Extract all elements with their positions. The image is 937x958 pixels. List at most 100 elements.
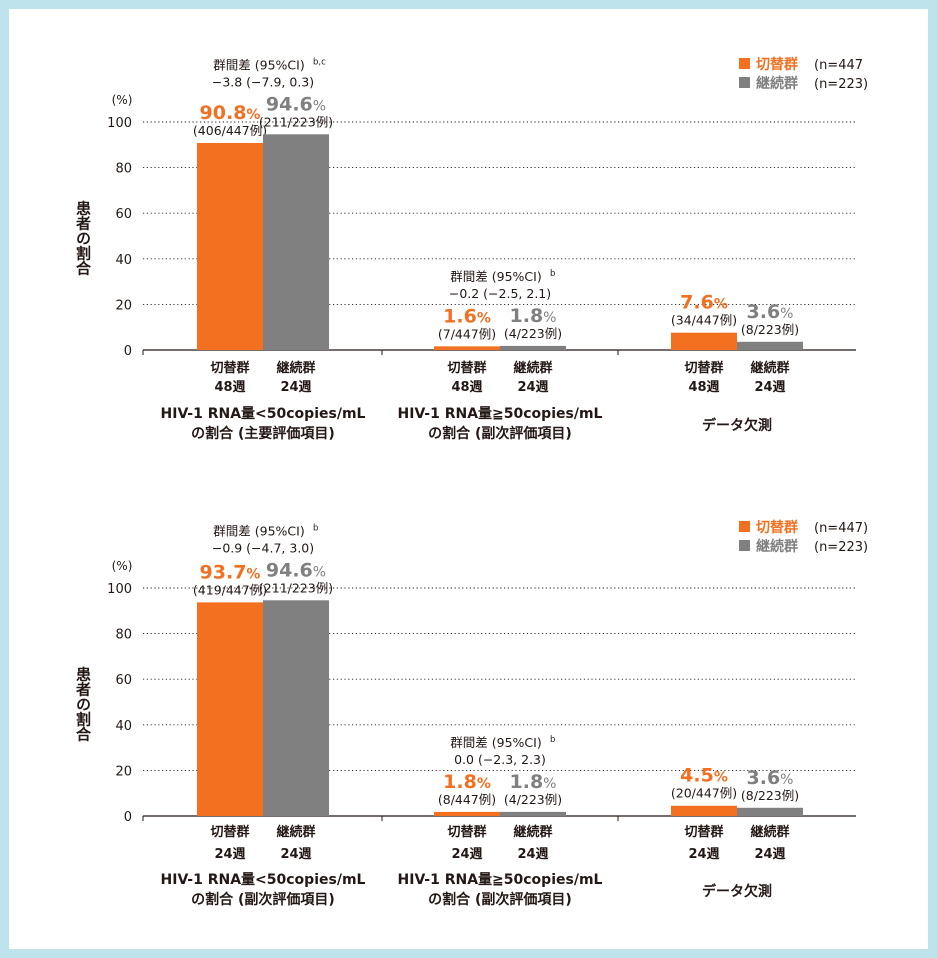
y-tick-label: 100 — [107, 582, 132, 597]
bar-group-2: 1.8%(8/447例)切替群24週1.8%(4/223例)継続群24週群間差 … — [398, 735, 603, 908]
x-tick-week-label: 24週 — [214, 847, 245, 862]
x-tick-group-label: 切替群 — [684, 360, 723, 376]
bar-continue — [500, 811, 566, 816]
x-tick-week-label: 24週 — [754, 847, 785, 862]
group-diff-footnote: b — [550, 269, 555, 279]
bar-switch — [197, 142, 263, 350]
category-label-line1: HIV-1 RNA量≧50copies/mL — [398, 406, 603, 422]
data-label-percent: % — [477, 776, 491, 792]
data-label-count: (419/447例) — [193, 582, 267, 597]
data-label-number: 1.6 — [443, 305, 477, 327]
data-label-count: (211/223例) — [259, 580, 333, 595]
data-label-number: 93.7 — [200, 561, 247, 583]
x-tick-group-label: 切替群 — [684, 824, 723, 840]
bar-group-3: 7.6%(34/447例)切替群48週3.6%(8/223例)継続群24週データ… — [671, 292, 803, 434]
data-label-value: 94.6% — [266, 93, 326, 115]
data-label-percent: % — [246, 107, 260, 123]
group-diff-value: −0.2 (−2.5, 2.1) — [449, 286, 551, 301]
data-label-number: 94.6 — [266, 559, 313, 581]
bar-switch — [671, 805, 737, 816]
x-tick-week-label: 24週 — [517, 380, 548, 395]
legend-label: 切替群 — [756, 519, 798, 536]
y-tick-label: 100 — [107, 116, 132, 131]
legend-swatch-1 — [739, 521, 750, 532]
y-tick-label: 0 — [124, 810, 132, 825]
y-tick-label: 20 — [115, 764, 132, 779]
x-tick-week-label: 24週 — [754, 380, 785, 395]
data-label-value: 1.8% — [443, 771, 491, 793]
bar-group-1: 90.8%(406/447例)切替群48週94.6%(211/223例)継続群2… — [161, 57, 366, 442]
bar-continue — [737, 807, 803, 816]
data-label-number: 3.6 — [747, 301, 781, 323]
data-label-value: 1.8% — [510, 771, 557, 793]
data-label-number: 90.8 — [200, 102, 247, 124]
y-tick-label: 80 — [115, 162, 132, 177]
data-label-value: 3.6% — [747, 301, 794, 323]
category-label: データ欠測 — [702, 883, 772, 900]
data-label-number: 1.8 — [443, 771, 477, 793]
data-label-percent: % — [714, 297, 728, 313]
data-label-value: 1.8% — [510, 305, 557, 327]
data-label-number: 1.8 — [510, 305, 544, 327]
legend-label: 継続群 — [756, 538, 798, 555]
data-label-count: (406/447例) — [193, 123, 267, 138]
category-label-line1: HIV-1 RNA量<50copies/mL — [161, 406, 366, 422]
legend-label: 切替群 — [756, 56, 798, 73]
bar-group-1: 93.7%(419/447例)切替群24週94.6%(211/223例)継続群2… — [161, 523, 366, 908]
y-unit-label: (%) — [112, 559, 133, 573]
legend-n: (n=223) — [814, 77, 868, 92]
data-label-count: (4/223例) — [504, 326, 562, 341]
category-label-line1: HIV-1 RNA量≧50copies/mL — [398, 872, 603, 888]
bar-group-2: 1.6%(7/447例)切替群48週1.8%(4/223例)継続群24週群間差 … — [398, 269, 603, 442]
x-tick-group-label: 切替群 — [447, 824, 486, 840]
group-diff-footnote: b — [550, 735, 555, 745]
group-diff-footnote: b — [313, 523, 318, 533]
group-diff-label: 群間差 (95%CI) — [213, 523, 304, 538]
x-tick-week-label: 48週 — [214, 380, 245, 395]
x-tick-group-label: 継続群 — [750, 824, 789, 840]
x-tick-week-label: 24週 — [688, 847, 719, 862]
bar-continue — [737, 341, 803, 350]
bar-continue — [500, 345, 566, 350]
data-label-count: (34/447例) — [671, 313, 737, 328]
y-unit-label: (%) — [112, 93, 133, 107]
bar-switch — [671, 332, 737, 350]
data-label-value: 90.8% — [200, 102, 261, 124]
data-label-number: 4.5 — [680, 765, 714, 787]
data-label-number: 3.6 — [747, 767, 781, 789]
x-tick-group-label: 継続群 — [276, 824, 315, 840]
x-tick-group-label: 切替群 — [210, 824, 249, 840]
x-tick-group-label: 継続群 — [513, 824, 552, 840]
group-diff-label: 群間差 (95%CI) — [450, 269, 541, 284]
data-label-value: 1.6% — [443, 305, 491, 327]
group-diff-value: 0.0 (−2.3, 2.3) — [454, 752, 546, 767]
data-label-percent: % — [780, 306, 793, 322]
data-label-percent: % — [714, 770, 728, 786]
legend-n: (n=223) — [814, 540, 868, 555]
category-label-line2: の割合 (副次評価項目) — [428, 425, 572, 442]
y-tick-label: 60 — [115, 207, 132, 222]
data-label-count: (7/447例) — [438, 326, 496, 341]
x-tick-group-label: 切替群 — [210, 360, 249, 376]
y-tick-label: 40 — [115, 719, 132, 734]
legend-swatch-2 — [739, 77, 750, 88]
x-tick-group-label: 切替群 — [447, 360, 486, 376]
x-tick-group-label: 継続群 — [276, 360, 315, 376]
data-label-count: (8/447例) — [438, 792, 496, 807]
x-tick-week-label: 24週 — [280, 380, 311, 395]
data-label-number: 94.6 — [266, 93, 313, 115]
y-tick-label: 40 — [115, 253, 132, 268]
data-label-count: (4/223例) — [504, 792, 562, 807]
category-label-line1: HIV-1 RNA量<50copies/mL — [161, 872, 366, 888]
y-tick-label: 20 — [115, 298, 132, 313]
x-tick-week-label: 24週 — [517, 847, 548, 862]
data-label-percent: % — [313, 98, 326, 114]
x-tick-group-label: 継続群 — [513, 360, 552, 376]
x-tick-group-label: 継続群 — [750, 360, 789, 376]
y-tick-label: 0 — [124, 344, 132, 359]
data-label-number: 7.6 — [680, 292, 714, 314]
